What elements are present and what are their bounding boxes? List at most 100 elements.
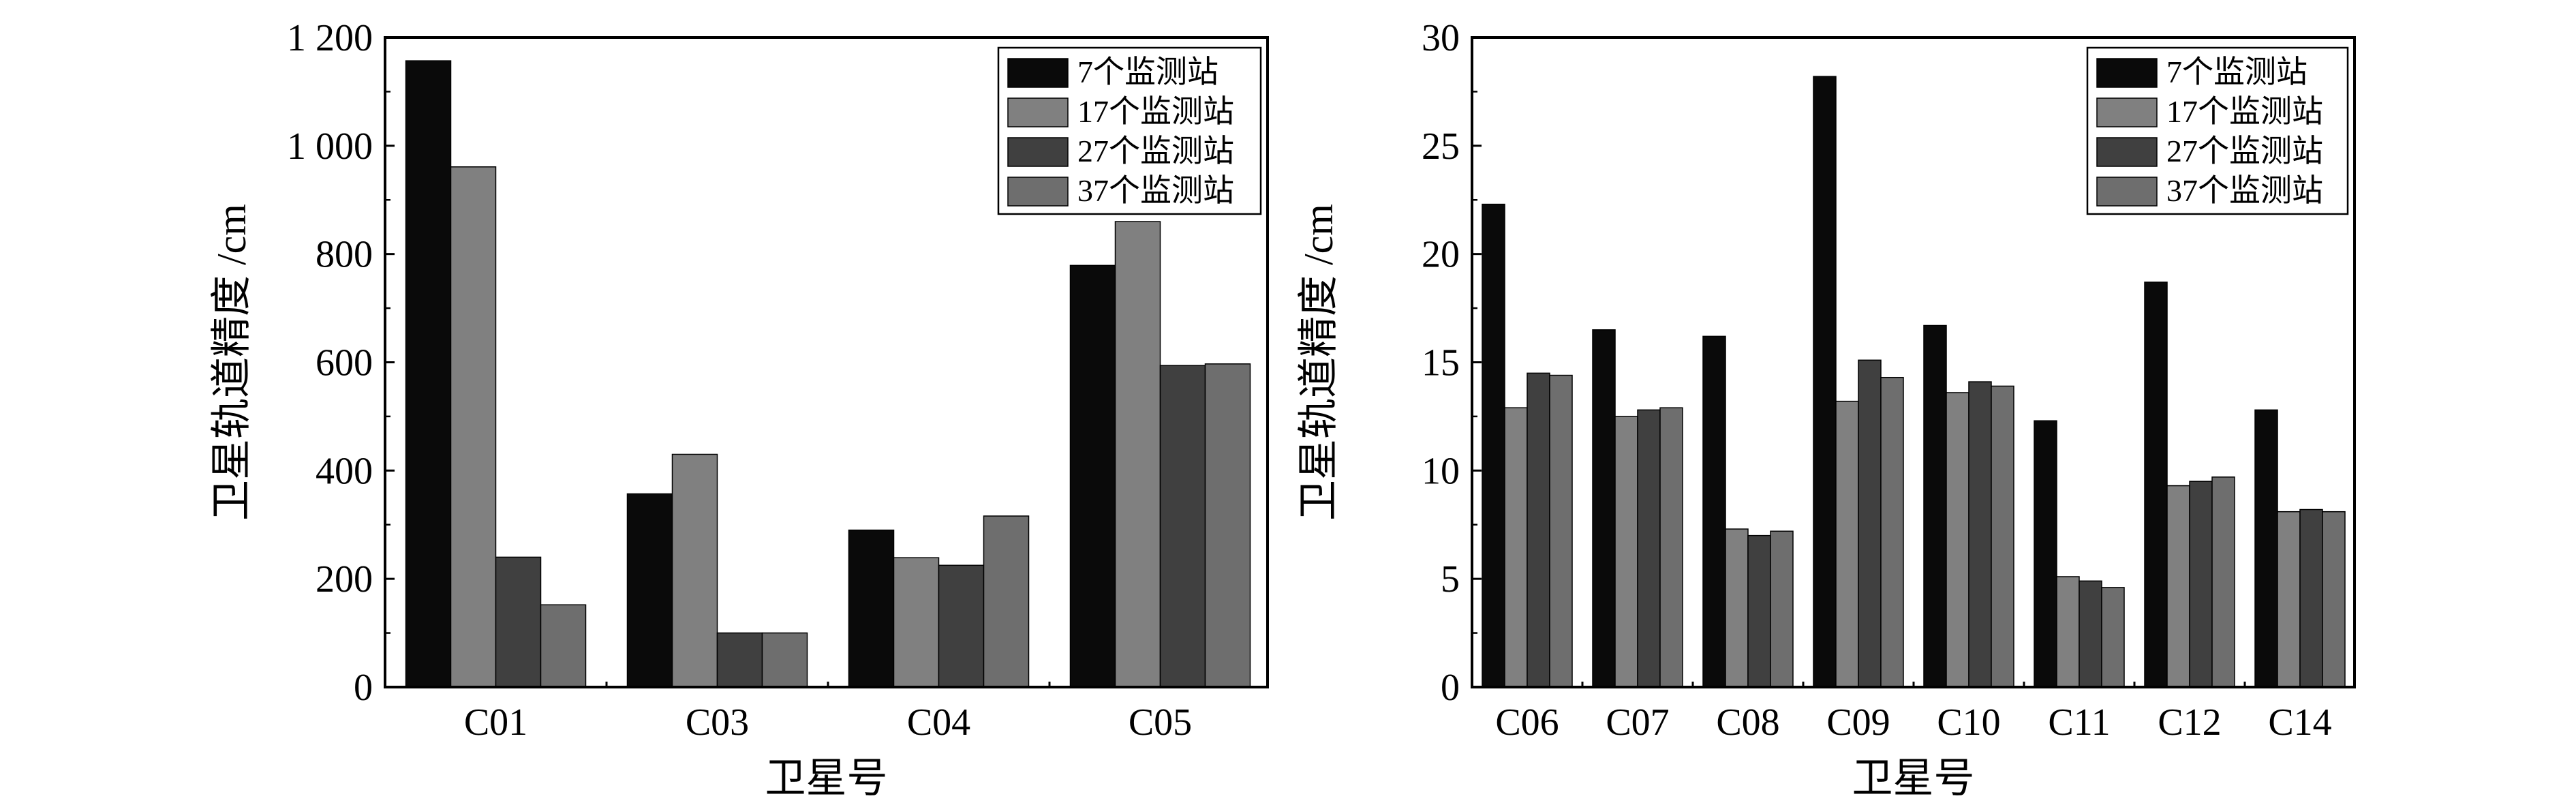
bar-c01-series-3	[495, 556, 542, 688]
y-tick-label: 0	[1441, 667, 1460, 709]
legend-swatch	[2096, 177, 2158, 207]
bar-c14-series-2	[2277, 511, 2301, 688]
bar-c05-series-4	[1204, 363, 1251, 688]
bar-c12-series-3	[2189, 481, 2213, 688]
bar-c04-series-3	[938, 564, 985, 688]
bar-c12-series-2	[2166, 485, 2190, 688]
bar-c05-series-3	[1159, 365, 1206, 688]
legend: 7个监测站 17个监测站 27个监测站 37个监测站	[997, 46, 1262, 215]
bar-c01-series-1	[405, 60, 452, 688]
bar-c06-series-3	[1527, 372, 1550, 688]
bar-c12-series-4	[2211, 476, 2235, 688]
y-tick-label: 600	[316, 342, 373, 384]
chart-left: 0 200 400 600 800 1 000 1 200 C01 C03 C04 C05 卫星号…	[209, 17, 1269, 801]
bar-c07-series-3	[1637, 409, 1661, 688]
chart-right: 0 5 10 15 20 25 30 C06 C07 C08 C09 C10 C11 C12 C14 卫星…	[1296, 17, 2356, 801]
x-axis-ticks: C06 C07 C08 C09 C10 C11 C12 C14	[1495, 682, 2332, 744]
bar-c14-series-3	[2299, 508, 2323, 688]
bar-c01-series-4	[540, 604, 587, 688]
x-tick-label: C04	[907, 701, 970, 744]
y-tick-label: 30	[1422, 17, 1460, 59]
bar-c05-series-1	[1069, 264, 1116, 688]
legend-swatch	[2096, 58, 2158, 88]
bar-c08-series-3	[1747, 534, 1771, 688]
x-tick-label: C11	[2048, 701, 2110, 744]
bar-c10-series-4	[1991, 385, 2014, 688]
x-tick-label: C09	[1826, 701, 1890, 744]
x-tick-label: C07	[1606, 701, 1669, 744]
y-tick-label: 1 000	[287, 125, 373, 168]
legend-label: 37个监测站	[2166, 173, 2323, 208]
bar-c09-series-3	[1858, 359, 1882, 688]
bar-c11-series-3	[2079, 580, 2102, 688]
bar-c10-series-3	[1968, 381, 1992, 688]
y-tick-label: 200	[316, 558, 373, 601]
bar-c03-series-2	[671, 453, 718, 688]
bar-c06-series-1	[1482, 203, 1505, 688]
x-axis-title: 卫星号	[765, 756, 888, 801]
legend-label: 7个监测站	[2166, 55, 2307, 89]
bar-c10-series-2	[1946, 392, 1969, 688]
legend-swatch	[1007, 58, 1069, 88]
y-tick-label: 20	[1422, 234, 1460, 276]
bar-c03-series-3	[716, 632, 763, 688]
x-axis-ticks: C01 C03 C04 C05	[464, 682, 1192, 744]
bar-c06-series-4	[1549, 374, 1573, 688]
bar-c04-series-2	[893, 557, 940, 688]
bar-c07-series-1	[1592, 329, 1616, 688]
legend-label: 37个监测站	[1077, 173, 1234, 208]
bar-c04-series-1	[848, 529, 895, 688]
y-tick-label: 1 200	[287, 17, 373, 59]
bars-group	[405, 60, 1251, 688]
x-tick-label: C10	[1937, 701, 2000, 744]
x-tick-label: C03	[686, 701, 749, 744]
y-tick-label: 5	[1441, 558, 1460, 601]
x-tick-label: C06	[1495, 701, 1559, 744]
bar-c11-series-2	[2056, 576, 2080, 688]
legend-swatch	[2096, 137, 2158, 167]
bar-c12-series-1	[2144, 282, 2168, 688]
x-tick-label: C08	[1716, 701, 1779, 744]
legend-label: 17个监测站	[2166, 94, 2323, 129]
legend-label: 27个监测站	[1077, 134, 1234, 168]
bar-c05-series-2	[1114, 221, 1161, 688]
bar-c14-series-4	[2322, 511, 2346, 688]
bar-c08-series-4	[1770, 530, 1794, 688]
bar-c03-series-1	[626, 493, 673, 688]
bar-c09-series-1	[1813, 76, 1837, 688]
bar-c04-series-4	[983, 515, 1030, 688]
bar-c14-series-1	[2254, 409, 2278, 688]
x-tick-label: C14	[2268, 701, 2331, 744]
bar-c07-series-4	[1659, 407, 1683, 688]
legend-swatch	[1007, 137, 1069, 167]
y-tick-label: 15	[1422, 342, 1460, 384]
bar-c09-series-4	[1880, 376, 1904, 688]
bar-c06-series-2	[1504, 407, 1528, 688]
x-axis-title: 卫星号	[1852, 756, 1975, 801]
legend-label: 17个监测站	[1077, 94, 1234, 129]
bar-c11-series-1	[2034, 420, 2057, 688]
legend-swatch	[2096, 97, 2158, 127]
y-tick-label: 10	[1422, 450, 1460, 492]
bar-c11-series-4	[2101, 587, 2125, 688]
y-tick-label: 25	[1422, 125, 1460, 168]
x-tick-label: C01	[464, 701, 527, 744]
bar-c08-series-1	[1702, 335, 1726, 688]
legend-label: 7个监测站	[1077, 55, 1218, 89]
bar-c10-series-1	[1923, 324, 1947, 688]
bar-c09-series-2	[1835, 400, 1859, 688]
bar-c01-series-2	[450, 166, 497, 688]
y-axis-ticks: 0 5 10 15 20 25 30	[1422, 17, 1482, 709]
y-axis-title: 卫星轨道精度 /cm	[1296, 204, 1341, 521]
y-axis-title: 卫星轨道精度 /cm	[209, 204, 254, 521]
x-tick-label: C12	[2158, 701, 2221, 744]
y-tick-label: 400	[316, 450, 373, 492]
y-tick-label: 0	[354, 667, 373, 709]
y-tick-label: 800	[316, 234, 373, 276]
legend: 7个监测站 17个监测站 27个监测站 37个监测站	[2086, 46, 2349, 215]
legend-label: 27个监测站	[2166, 134, 2323, 168]
legend-swatch	[1007, 177, 1069, 207]
legend-swatch	[1007, 97, 1069, 127]
bar-c07-series-2	[1614, 416, 1638, 688]
